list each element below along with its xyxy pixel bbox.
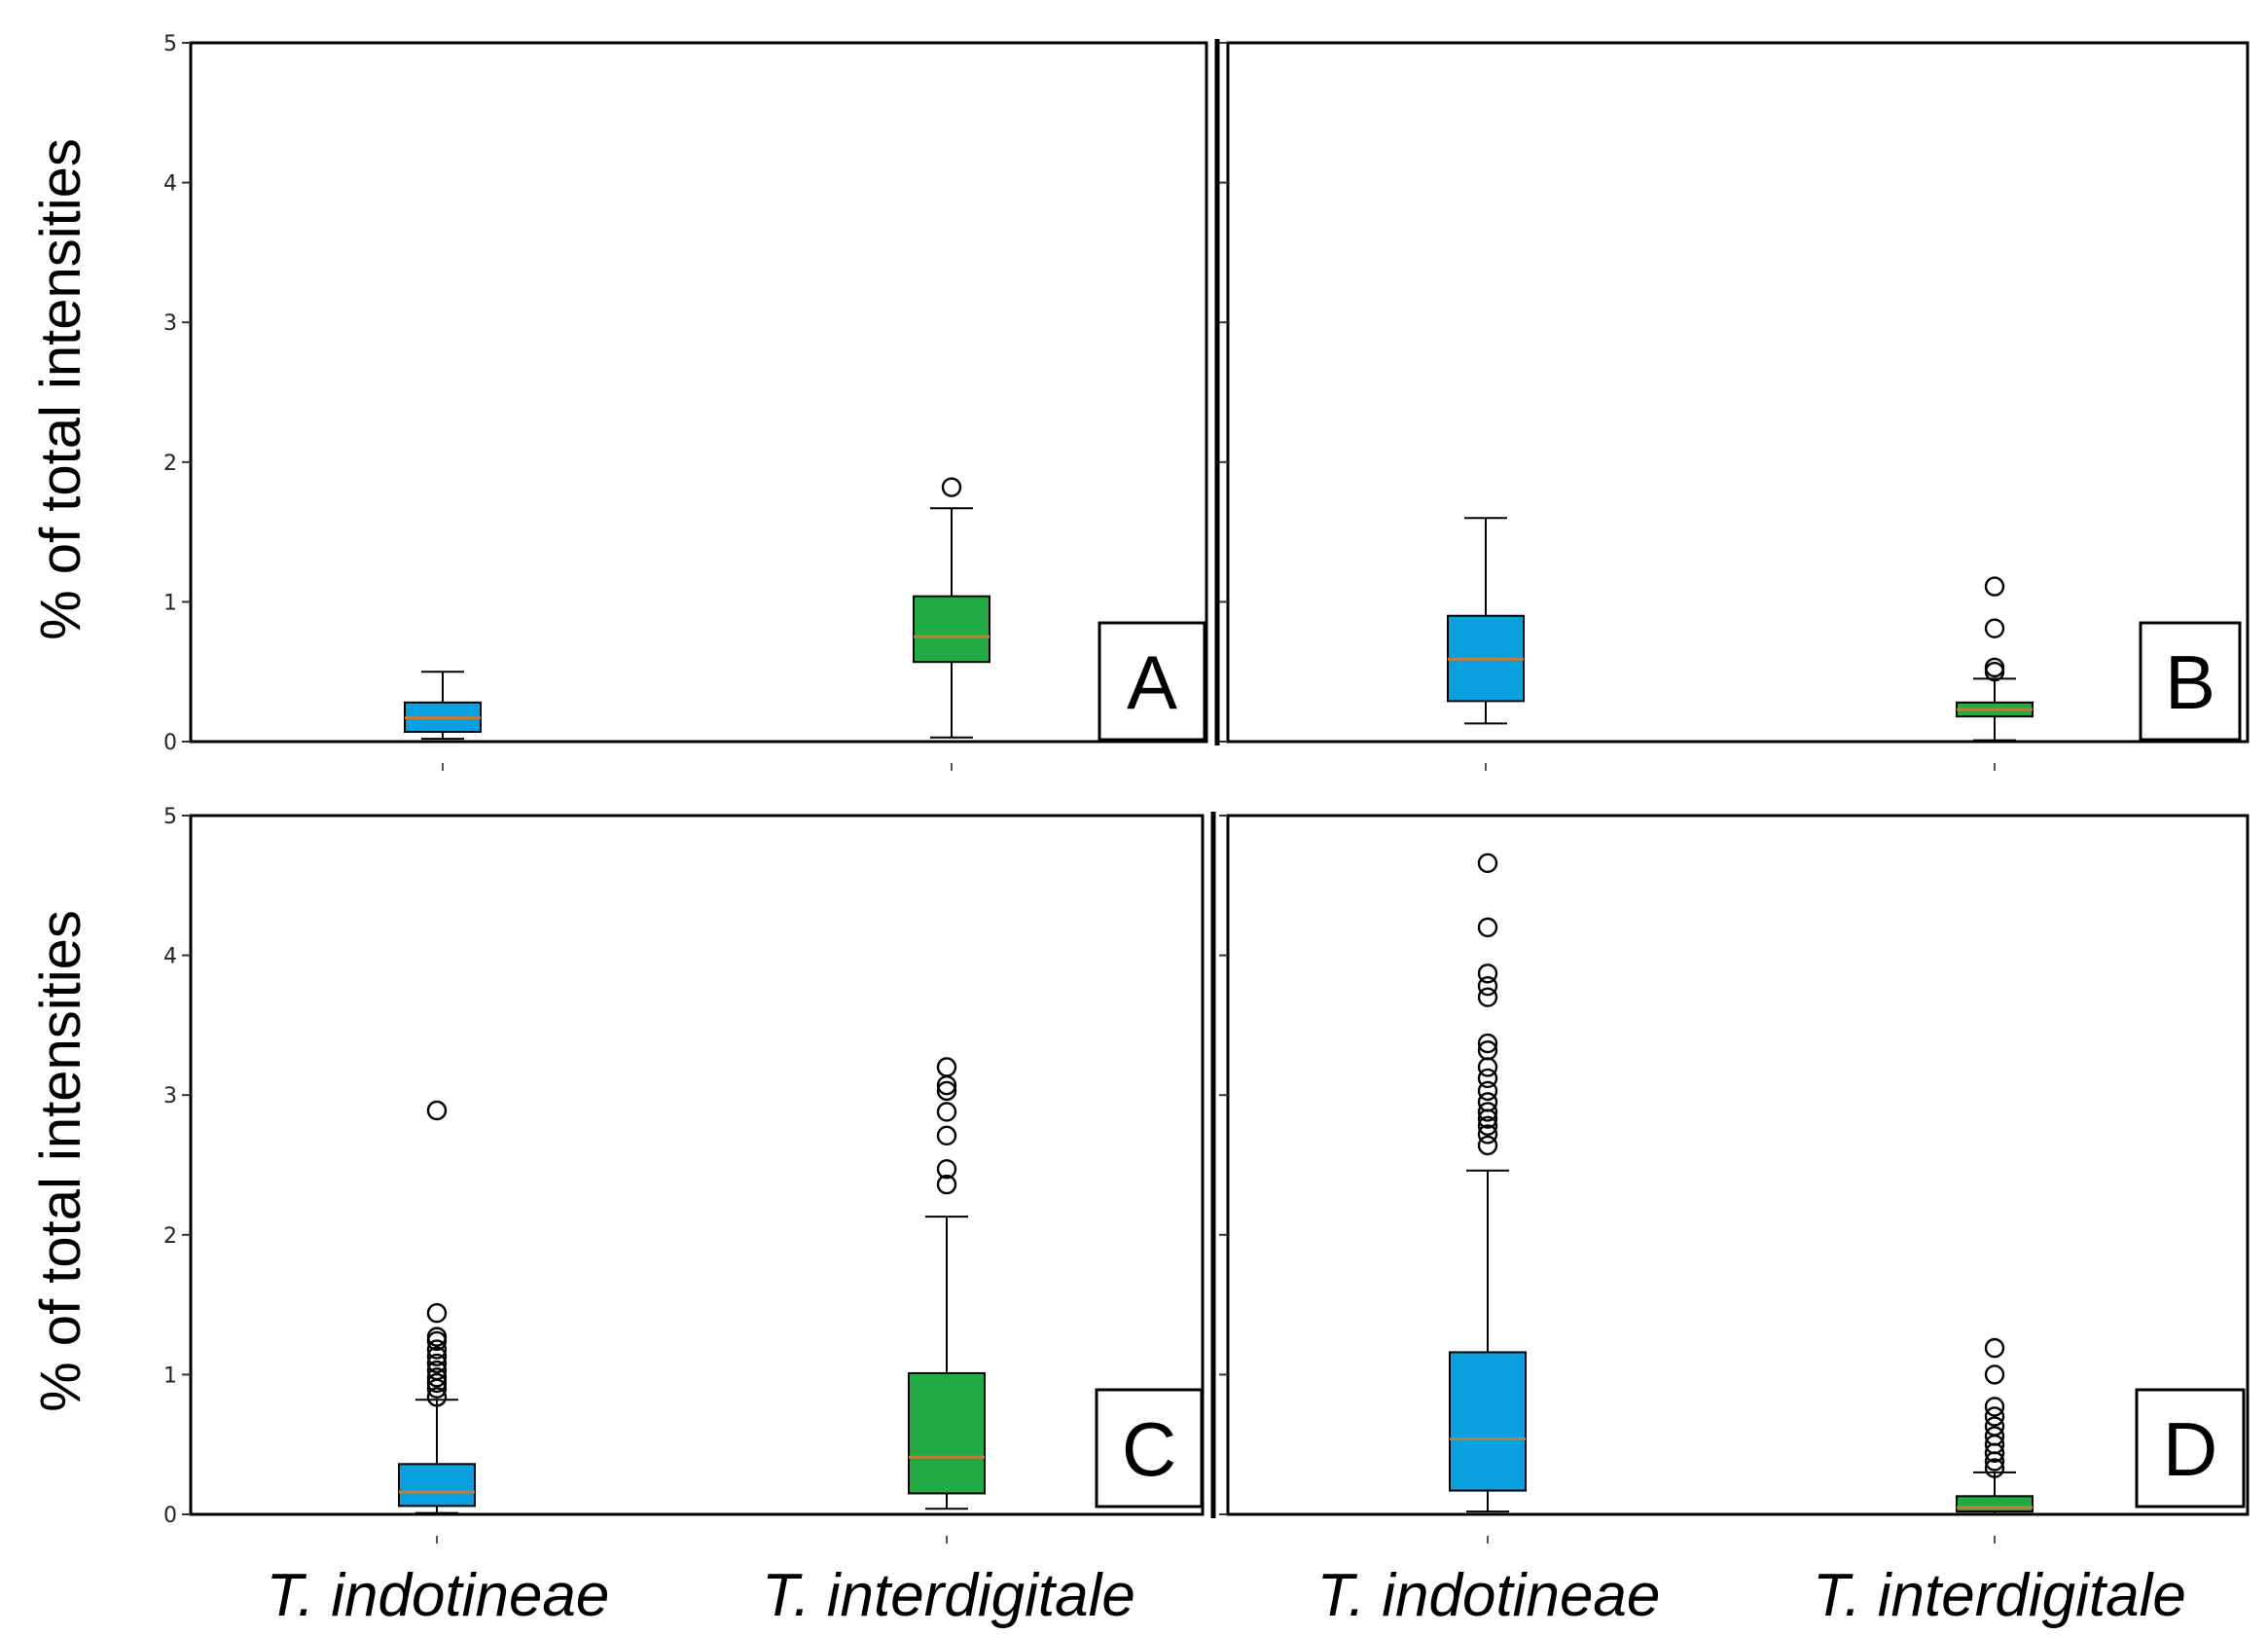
box-body — [913, 595, 990, 664]
box-indotineae — [398, 1100, 476, 1514]
outlier-point — [426, 1372, 448, 1394]
panel-letter-box — [1098, 621, 1206, 742]
outlier-point — [941, 477, 962, 497]
outlier-point — [1477, 963, 1498, 984]
y-axis-label-bottom: % of total intensities — [29, 910, 92, 1412]
outlier-point — [1984, 1397, 2005, 1417]
box-indotineae — [1447, 517, 1525, 725]
outlier-point — [1477, 1033, 1498, 1054]
panel-letter: A — [1127, 639, 1177, 725]
panel-b: B — [1219, 41, 2250, 771]
outlier-point — [1477, 917, 1498, 938]
y-tick-label: 0 — [163, 731, 177, 755]
panel-a: 0 1 2 3 4 5 A — [163, 32, 1208, 771]
outlier-point — [426, 1346, 448, 1366]
outlier-point — [1477, 1102, 1498, 1122]
outlier-point — [1984, 576, 2005, 597]
x-label-indotineae-right: T. indotineae — [1317, 1562, 1661, 1629]
box-interdigitale — [1956, 576, 2034, 742]
outlier-point — [1477, 987, 1498, 1007]
outlier-point — [426, 1327, 448, 1347]
outlier-point — [1984, 1416, 2005, 1436]
y-tick-label: 0 — [163, 1504, 177, 1528]
outlier-point — [426, 1353, 448, 1374]
outlier-point — [426, 1303, 448, 1324]
y-tick-label: 4 — [163, 945, 177, 969]
outlier-point — [1984, 1458, 2005, 1478]
box-interdigitale — [908, 1057, 986, 1510]
y-tick-label: 5 — [163, 32, 177, 56]
outlier-point — [936, 1057, 957, 1077]
panel-letter: D — [2163, 1406, 2217, 1492]
y-axis-label-top: % of total intensities — [29, 138, 92, 640]
outlier-point — [1477, 853, 1498, 874]
outlier-point — [1477, 1080, 1498, 1102]
outlier-point — [1477, 1092, 1498, 1112]
outlier-point — [1477, 1124, 1498, 1145]
box-body — [908, 1371, 986, 1495]
outlier-point — [426, 1387, 448, 1407]
panel-d: D — [1219, 814, 2250, 1544]
panel-letter: C — [1122, 1406, 1176, 1492]
y-tick-label: 4 — [163, 172, 177, 197]
outlier-point — [426, 1360, 448, 1381]
panel-letter-box — [2139, 621, 2242, 742]
panel-letter-box — [2135, 1388, 2246, 1509]
box-indotineae — [404, 671, 482, 741]
outlier-point — [426, 1100, 448, 1121]
outlier-point — [1984, 1364, 2005, 1385]
y-tick-label: 3 — [163, 311, 177, 336]
outlier-point — [1477, 975, 1498, 997]
x-label-indotineae-left: T. indotineae — [267, 1562, 610, 1629]
box-body — [398, 1463, 476, 1508]
x-label-interdigitale-right: T. interdigitale — [1813, 1562, 2186, 1629]
panel-frame — [189, 41, 1208, 744]
outlier-point — [426, 1339, 448, 1360]
panel-frame — [189, 814, 1205, 1516]
panel-letter-box — [1095, 1388, 1204, 1509]
box-interdigitale — [1956, 1337, 2034, 1515]
outlier-point — [1984, 657, 2005, 678]
y-tick-label: 2 — [163, 452, 177, 476]
y-tick-label: 1 — [163, 1363, 177, 1388]
outlier-point — [1984, 1426, 2005, 1446]
outlier-point — [936, 1080, 957, 1102]
box-interdigitale — [913, 477, 990, 739]
outlier-point — [1477, 1040, 1498, 1061]
outlier-point — [936, 1125, 957, 1146]
outlier-point — [1984, 1337, 2005, 1359]
outlier-point — [1984, 1406, 2005, 1427]
y-tick-label: 5 — [163, 805, 177, 829]
outlier-point — [1477, 1068, 1498, 1089]
outlier-point — [426, 1367, 448, 1388]
y-tick-label: 2 — [163, 1224, 177, 1249]
panel-c: 0 1 2 3 4 5 C — [163, 805, 1205, 1544]
outlier-point — [1477, 1115, 1498, 1136]
x-label-interdigitale-left: T. interdigitale — [762, 1562, 1135, 1629]
panel-letter: B — [2165, 639, 2215, 725]
box-indotineae — [1449, 853, 1527, 1513]
outlier-point — [936, 1102, 957, 1122]
outlier-point — [936, 1174, 957, 1195]
y-tick-label: 1 — [163, 591, 177, 615]
y-tick-label: 3 — [163, 1084, 177, 1109]
outlier-point — [1984, 618, 2005, 638]
outlier-point — [936, 1159, 957, 1180]
box-body — [1956, 1495, 2034, 1513]
box-body — [1449, 1351, 1527, 1492]
panel-frame — [1226, 41, 2250, 744]
panel-frame — [1226, 814, 2250, 1516]
outlier-point — [1477, 1135, 1498, 1156]
